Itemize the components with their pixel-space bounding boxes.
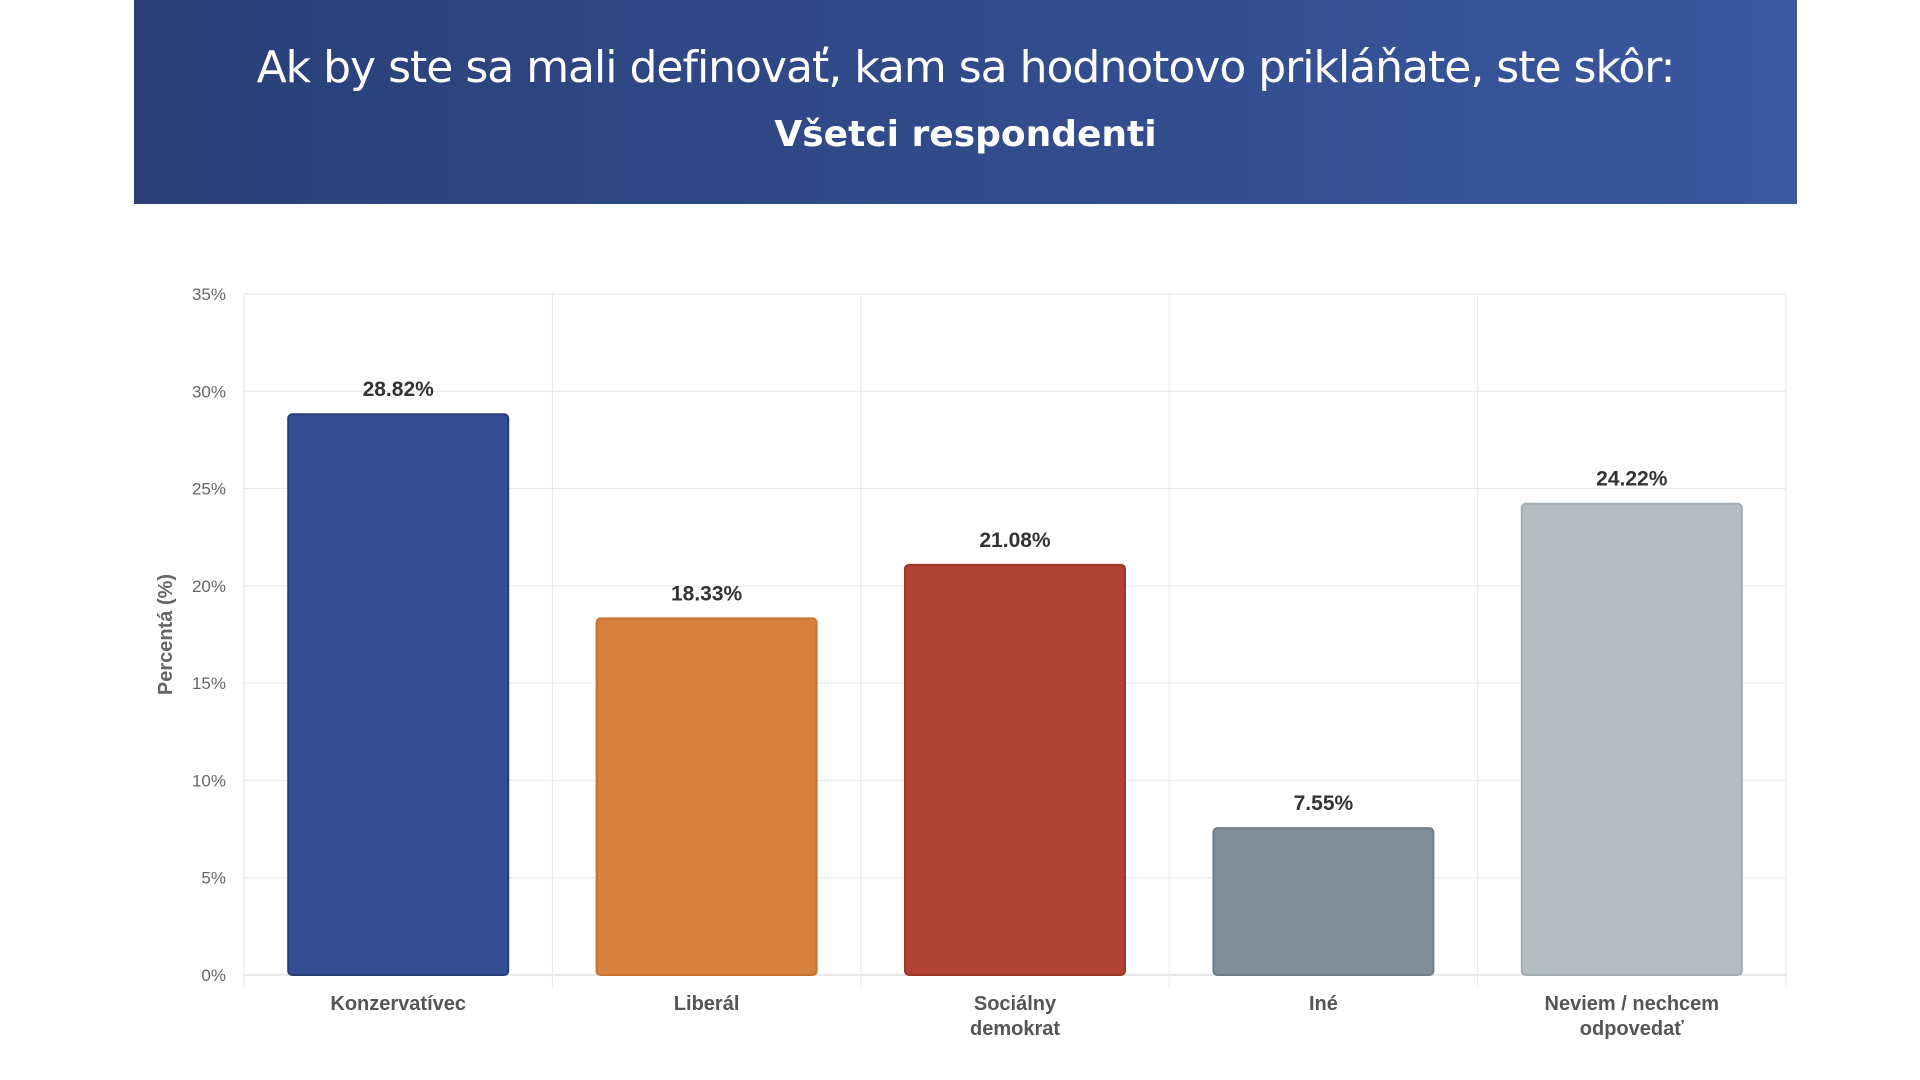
- y-tick-label: 0%: [201, 966, 226, 985]
- y-tick-label: 20%: [192, 577, 226, 596]
- y-tick-label: 10%: [192, 771, 226, 790]
- bar: [1212, 827, 1435, 976]
- data-label: 28.82%: [363, 378, 435, 401]
- x-tick-label: Neviem / nechcem: [1545, 993, 1720, 1015]
- y-tick-label: 25%: [192, 480, 226, 499]
- bar: [595, 617, 818, 976]
- bar: [1520, 502, 1743, 976]
- x-tick-label: demokrat: [970, 1018, 1060, 1040]
- data-label: 21.08%: [979, 529, 1051, 552]
- y-tick-label: 30%: [192, 382, 226, 401]
- chart-header: Ak by ste sa mali definovať, kam sa hodn…: [134, 0, 1797, 204]
- x-tick-label: Liberál: [674, 993, 740, 1015]
- y-tick-label: 5%: [201, 869, 226, 888]
- chart-subtitle: Všetci respondenti: [774, 114, 1157, 155]
- x-tick-label: odpovedať: [1580, 1018, 1684, 1040]
- y-tick-label: 35%: [192, 285, 226, 304]
- data-label: 18.33%: [671, 582, 743, 605]
- data-label: 7.55%: [1294, 792, 1354, 815]
- y-axis-title: Percentá (%): [155, 574, 177, 695]
- bar: [287, 413, 510, 977]
- bar: [904, 563, 1126, 977]
- x-tick-label: Sociálny: [974, 993, 1057, 1015]
- chart-title: Ak by ste sa mali definovať, kam sa hodn…: [256, 42, 1676, 93]
- x-tick-label: Konzervatívec: [330, 993, 466, 1015]
- x-tick-label: Iné: [1309, 993, 1338, 1015]
- y-tick-label: 15%: [192, 674, 226, 693]
- data-label: 24.22%: [1596, 468, 1668, 491]
